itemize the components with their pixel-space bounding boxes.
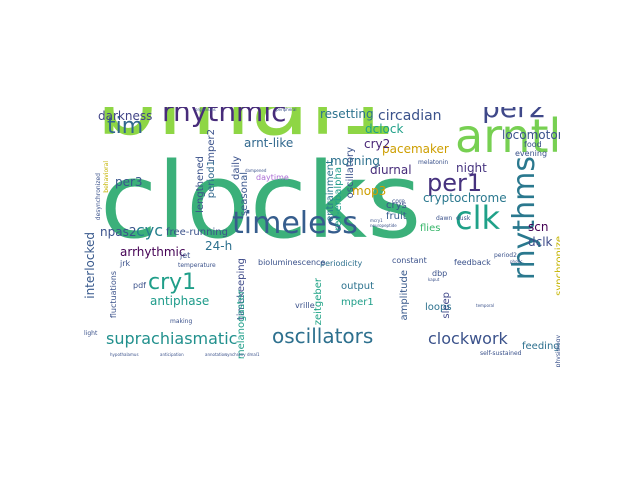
cloud-word: output bbox=[341, 281, 374, 292]
cloud-word: fruit bbox=[386, 211, 407, 222]
cloud-word: mper2 bbox=[206, 129, 217, 162]
cloud-word: anticipation bbox=[160, 352, 184, 357]
cloud-word: neuropeptide bbox=[370, 223, 397, 228]
cloud-word: dclock bbox=[365, 122, 404, 136]
cloud-word: kaput bbox=[428, 277, 440, 282]
cloud-word: dusk bbox=[456, 215, 471, 222]
cloud-word: arrhythmic bbox=[120, 245, 186, 259]
cloud-word: pacemaker bbox=[382, 142, 449, 156]
cloud-word: dbp bbox=[432, 269, 448, 278]
cloud-word: making bbox=[170, 318, 193, 325]
cloud-word: rhythmic bbox=[162, 107, 287, 128]
cloud-word: clocks bbox=[100, 140, 422, 262]
cloud-word: synchrony bbox=[225, 352, 246, 357]
cloud-word: cryptochrome bbox=[423, 191, 507, 205]
cloud-word: daytime bbox=[256, 173, 289, 182]
cloud-word: tim bbox=[107, 114, 144, 139]
cloud-word: photic bbox=[510, 259, 523, 264]
cloud-word: timeless bbox=[232, 206, 358, 241]
cloud-word: dawn bbox=[436, 215, 453, 222]
cloud-word: mper1 bbox=[341, 297, 374, 308]
cloud-word: melatonin bbox=[418, 159, 449, 166]
cloud-word: light bbox=[84, 330, 98, 337]
cloud-word: loops bbox=[425, 302, 452, 313]
cloud-word: mop3 bbox=[352, 184, 387, 198]
cloud-word: feedback bbox=[454, 258, 491, 267]
cloud-word: hypothalamus bbox=[110, 352, 139, 357]
cloud-word: lengthened bbox=[195, 156, 206, 213]
cloud-word: crys bbox=[386, 200, 407, 211]
cloud-word: dmal1 bbox=[247, 352, 260, 357]
cloud-word: suprachiasmatic bbox=[106, 329, 238, 348]
cloud-word: arntl bbox=[455, 109, 560, 163]
cloud-word: arnt-like bbox=[244, 136, 294, 150]
cloud-word: organisms bbox=[195, 107, 216, 112]
cloud-word: flies bbox=[420, 223, 441, 234]
cloud-word: pdf bbox=[133, 281, 146, 290]
cloud-word: core bbox=[392, 198, 405, 205]
cloud-word: dampened bbox=[245, 168, 267, 173]
cloud-word: diurnal bbox=[370, 163, 412, 177]
cloud-word: bioluminescence bbox=[258, 258, 326, 267]
cloud-word: locomotor bbox=[502, 128, 560, 142]
cloud-word: feeding bbox=[522, 341, 560, 352]
cloud-word: mcry1 bbox=[370, 218, 383, 223]
cloud-word: self-sustained bbox=[480, 350, 522, 357]
cloud-word: seasonal bbox=[239, 172, 250, 217]
cloud-word: oscillators bbox=[272, 324, 374, 348]
cloud-word: desynchronized bbox=[95, 173, 102, 221]
cloud-word: rev-erbalpha bbox=[333, 167, 344, 231]
cloud-word: resetting bbox=[320, 107, 374, 121]
cloud-word: synchronize bbox=[554, 236, 560, 296]
cloud-word: night bbox=[456, 161, 487, 175]
cloud-word: constant bbox=[392, 256, 427, 265]
cloud-word: clockwork bbox=[428, 329, 508, 348]
cloud-word: behavioral bbox=[103, 161, 110, 193]
cloud-word: evening bbox=[515, 149, 548, 158]
cloud-word: peripheral bbox=[276, 107, 297, 112]
cloud-word: antiphase bbox=[150, 294, 210, 308]
cloud-word: 24-h bbox=[205, 239, 233, 253]
cloud-word: period2 bbox=[494, 252, 517, 259]
word-cloud: clocksbmal1arntltimelessrhythmicper2rhyt… bbox=[80, 107, 560, 371]
cloud-word: physiology bbox=[555, 335, 560, 368]
cloud-word: bmal1 bbox=[96, 107, 397, 149]
cloud-word: vrille bbox=[295, 301, 315, 310]
cloud-word: per3 bbox=[115, 175, 143, 189]
cloud-word: periodicity bbox=[320, 259, 363, 268]
cloud-word: clk bbox=[455, 199, 501, 237]
cloud-word: morning bbox=[330, 154, 380, 168]
cloud-word: circadian bbox=[378, 108, 442, 124]
cloud-word: period1 bbox=[206, 160, 217, 199]
cloud-word: temperature bbox=[178, 262, 216, 269]
cloud-word: free-running bbox=[166, 227, 228, 238]
cloud-word: cry2 bbox=[364, 137, 391, 151]
cloud-word: cyc bbox=[136, 221, 164, 240]
cloud-word: fluctuations bbox=[109, 271, 118, 319]
cloud-word: cry1 bbox=[148, 270, 197, 295]
cloud-word: interlocked bbox=[83, 232, 97, 299]
cloud-word: annotation bbox=[205, 352, 227, 357]
cloud-word: npas2 bbox=[100, 225, 137, 239]
cloud-word: amplitude bbox=[399, 270, 410, 321]
cloud-word: scn bbox=[528, 220, 549, 234]
cloud-word: temporal bbox=[476, 303, 495, 308]
cloud-word: oscillatory bbox=[345, 147, 356, 199]
cloud-word: per1 bbox=[427, 169, 483, 197]
cloud-word: dclk bbox=[528, 235, 553, 249]
cloud-word: melanogaster bbox=[236, 290, 247, 360]
cloud-word: per2 bbox=[482, 107, 547, 124]
cloud-word: zeitgeber bbox=[313, 278, 324, 326]
cloud-word: jrk bbox=[120, 259, 131, 268]
cloud-word: food bbox=[524, 140, 542, 149]
cloud-word: darkness bbox=[98, 109, 153, 123]
cloud-word: jet bbox=[180, 251, 191, 260]
